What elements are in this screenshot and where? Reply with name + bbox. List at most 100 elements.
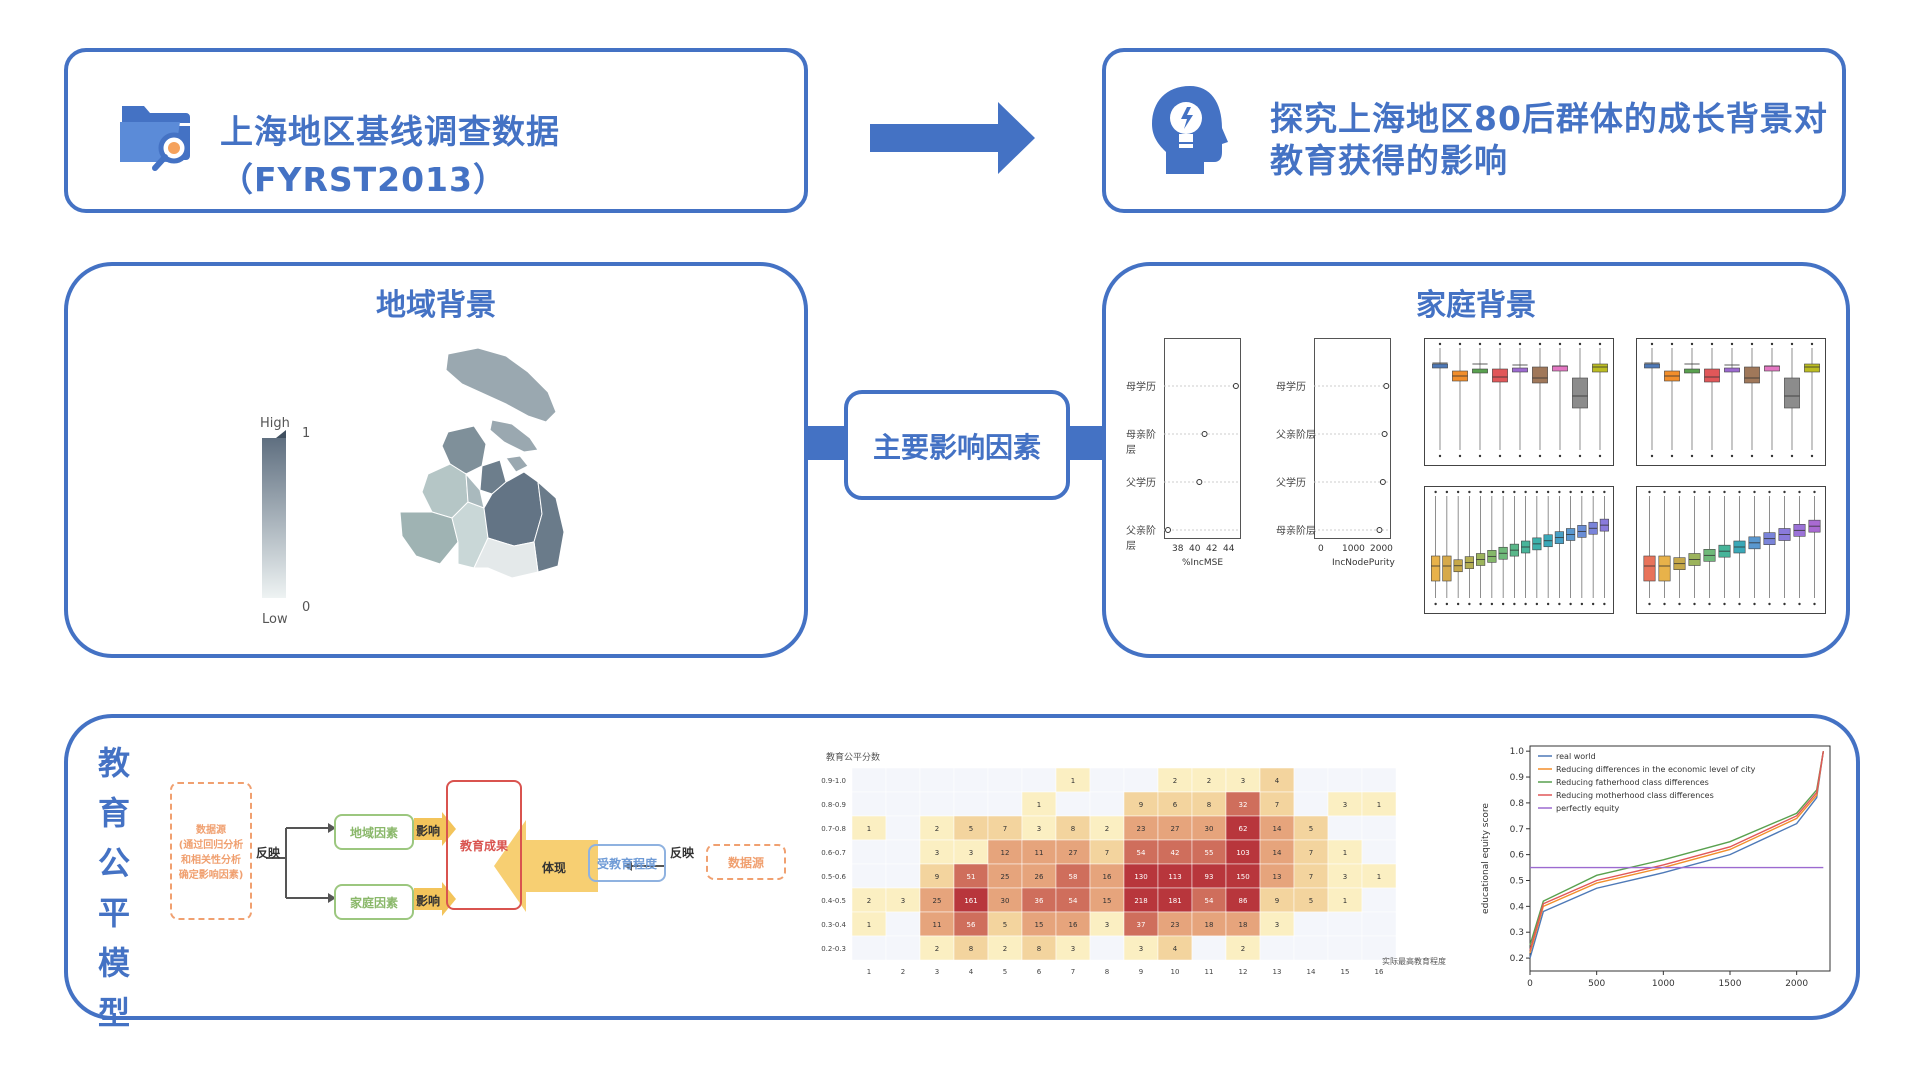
boxplot-mother-edu [1424, 338, 1614, 466]
linechart-ytick-label: 0.8 [1510, 799, 1525, 809]
heatmap-cell [1123, 791, 1159, 817]
heatmap-cell-label: 6 [1173, 801, 1178, 809]
incmse-dotplot [1164, 338, 1241, 539]
heatmap-cell [919, 767, 955, 793]
incmse-label-3: 父学历 [1126, 478, 1156, 489]
heatmap-cell-label: 3 [1343, 801, 1347, 809]
purity-label-3: 父学历 [1276, 478, 1306, 489]
heatmap-cell [1191, 935, 1227, 961]
tixian-label: 体现 [542, 861, 567, 875]
heatmap-row-label: 0.4-0.5 [821, 897, 846, 905]
equity-line-chart: 0.2 0.3 0.4 0.5 0.6 0.7 0.8 0.9 1.0 0 500 1000 1500 2… [1481, 745, 1831, 989]
research-goal-line1: 探究上海地区80后群体的成长背景对 [1270, 99, 1828, 138]
heatmap-row-label: 0.2-0.3 [821, 945, 846, 953]
heatmap-col-label: 10 [1171, 968, 1180, 976]
heatmap-cell-label: 181 [1168, 897, 1181, 905]
boxplot-outlier [1783, 602, 1786, 606]
heatmap-cell-label: 18 [1205, 921, 1214, 929]
boxplot-outlier [1479, 602, 1482, 606]
heatmap-cell-label: 161 [964, 897, 977, 905]
heatmap-cell [1021, 839, 1057, 865]
vtitle-char-5: 模 [97, 944, 130, 982]
heatmap-cell [953, 863, 989, 889]
heatmap-cell [1055, 767, 1091, 793]
heatmap-cell-label: 54 [1137, 849, 1146, 857]
heatmap-col-label: 5 [1003, 968, 1007, 976]
family-background-panel: 家庭背景 母学历 母亲阶层 父学历 父亲阶层 38 40 42 44 %IncM… [1102, 262, 1850, 658]
heatmap-cell [1089, 839, 1125, 865]
heatmap-cell-label: 2 [1105, 825, 1109, 833]
boxplot-outlier [1690, 454, 1694, 458]
heatmap-cell [1123, 767, 1159, 793]
heatmap-cell [1259, 935, 1295, 961]
heatmap-cell [1191, 839, 1227, 865]
research-goal-line2: 教育获得的影响 [1270, 141, 1508, 180]
heatmap-cell [1021, 935, 1057, 961]
boxplot-box [1684, 368, 1700, 374]
heatmap-cell-label: 1 [1377, 801, 1381, 809]
vtitle-char-4: 平 [97, 894, 130, 932]
heatmap-cell [1055, 791, 1091, 817]
linechart-legend-label: real world [1556, 752, 1596, 761]
heatmap-cell-label: 9 [1275, 897, 1279, 905]
heatmap-cell-label: 8 [1071, 825, 1075, 833]
heatmap-cell-label: 25 [933, 897, 942, 905]
incmse-tick-3: 42 [1206, 544, 1218, 554]
heatmap-cell-label: 15 [1103, 897, 1112, 905]
boxplot-outlier [1648, 602, 1651, 606]
right-arrow-icon [870, 102, 1035, 174]
heatmap-cell [953, 815, 989, 841]
heatmap-cell-label: 5 [1309, 825, 1313, 833]
heatmap-cell-label: 1 [867, 921, 871, 929]
heatmap-cell-label: 2 [1173, 777, 1177, 785]
boxplot-outlier [1768, 490, 1771, 494]
folder-search-icon [120, 106, 190, 171]
boxplot-outlier [1650, 342, 1654, 346]
heatmap-cell [1361, 815, 1397, 841]
incmse-label-1: 母学历 [1126, 382, 1156, 393]
heatmap-cell [851, 839, 887, 865]
boxplot-outlier [1546, 602, 1550, 606]
incnodepurity-dotplot [1314, 338, 1391, 539]
heatmap-cell-label: 27 [1069, 849, 1078, 857]
heatmap-cell [919, 887, 955, 913]
heatmap-col-label: 15 [1341, 968, 1350, 976]
heatmap-cell [953, 767, 989, 793]
boxplot-outlier [1513, 490, 1516, 494]
heatmap-cell [1089, 887, 1125, 913]
heatmap-cell [851, 767, 887, 793]
purity-xlabel: IncNodePurity [1332, 558, 1395, 568]
heatmap-cell-label: 3 [1071, 945, 1075, 953]
heatmap-cell [987, 911, 1023, 937]
boxplot-mother-class [1636, 486, 1826, 614]
heatmap-col-label: 9 [1139, 968, 1143, 976]
boxplot-outlier [1535, 602, 1539, 606]
heatmap-cell [1225, 935, 1261, 961]
boxplot-outlier [1468, 602, 1471, 606]
heatmap-cell [1089, 863, 1125, 889]
heatmap-cell-label: 36 [1035, 897, 1044, 905]
heatmap-cell [1055, 935, 1091, 961]
heatmap-cell [919, 911, 955, 937]
heatmap-cell-label: 7 [1105, 849, 1109, 857]
boxplot-outlier [1790, 454, 1794, 458]
heatmap-cell-label: 16 [1103, 873, 1112, 881]
boxplot-outlier [1738, 490, 1741, 494]
boxplot-outlier [1770, 342, 1774, 346]
boxplot-outlier [1693, 490, 1696, 494]
heatmap-cell-label: 3 [1037, 825, 1041, 833]
boxplot-outlier [1663, 490, 1666, 494]
heatmap-cell [1123, 935, 1159, 961]
heatmap-cell [1055, 863, 1091, 889]
heatmap-cell [987, 767, 1023, 793]
heatmap-cell [919, 791, 955, 817]
boxplot-outlier [1663, 602, 1666, 606]
boxplot-outlier [1490, 602, 1494, 606]
heatmap-cell-label: 11 [933, 921, 942, 929]
heatmap-row-label: 0.7-0.8 [821, 825, 846, 833]
heatmap-cell-label: 7 [1003, 825, 1007, 833]
boxplot-outlier [1723, 602, 1726, 606]
boxplot-outlier [1546, 490, 1550, 494]
heatmap-cell [1055, 887, 1091, 913]
heatmap-cell-label: 14 [1273, 849, 1282, 857]
